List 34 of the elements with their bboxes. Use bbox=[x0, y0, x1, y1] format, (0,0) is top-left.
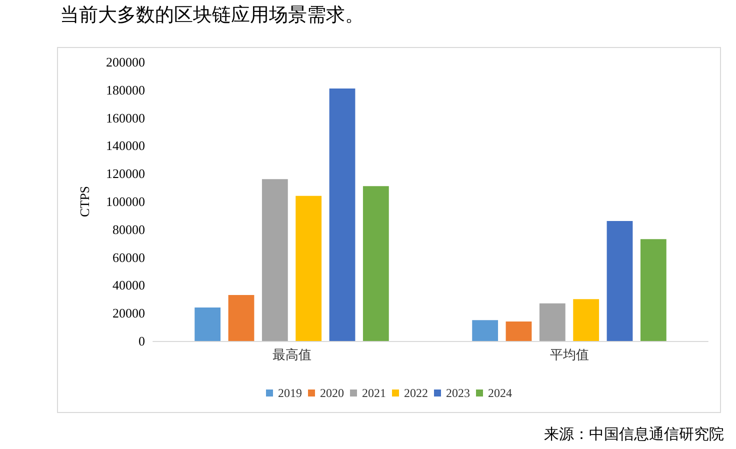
bar bbox=[296, 196, 322, 341]
y-axis-title: CTPS bbox=[77, 186, 92, 218]
source-note: 来源：中国信息通信研究院 bbox=[544, 425, 724, 444]
chart-title: 当前大多数的区块链应用场景需求。 bbox=[60, 3, 364, 28]
legend-label: 2021 bbox=[362, 386, 386, 400]
bar bbox=[329, 88, 356, 341]
legend-label: 2020 bbox=[320, 386, 344, 400]
y-tick-label: 140000 bbox=[106, 138, 145, 154]
bar bbox=[606, 221, 633, 341]
y-tick-label: 160000 bbox=[106, 110, 145, 126]
y-tick-label: 180000 bbox=[106, 82, 145, 98]
legend-label: 2019 bbox=[278, 386, 302, 400]
bar bbox=[472, 320, 498, 341]
y-tick-label: 80000 bbox=[112, 222, 145, 237]
y-tick-label: 120000 bbox=[106, 166, 145, 182]
x-tick-label: 平均值 bbox=[550, 348, 589, 363]
legend-label: 2023 bbox=[446, 386, 470, 400]
legend-label: 2022 bbox=[404, 386, 428, 400]
bar bbox=[539, 303, 566, 341]
y-tick-label: 20000 bbox=[112, 306, 145, 321]
y-tick-label: 60000 bbox=[112, 250, 145, 265]
bar bbox=[573, 299, 600, 341]
y-tick-label: 200000 bbox=[106, 54, 145, 70]
legend-label: 2024 bbox=[488, 386, 512, 400]
bar bbox=[228, 294, 254, 341]
y-tick-label: 100000 bbox=[106, 194, 145, 209]
y-tick-label: 0 bbox=[138, 334, 145, 348]
y-tick-label: 40000 bbox=[112, 278, 145, 293]
bar bbox=[506, 321, 532, 341]
bar bbox=[362, 186, 389, 341]
bar bbox=[194, 308, 221, 341]
bar bbox=[262, 179, 288, 341]
bar bbox=[640, 239, 666, 341]
x-tick-label: 最高值 bbox=[272, 347, 312, 363]
